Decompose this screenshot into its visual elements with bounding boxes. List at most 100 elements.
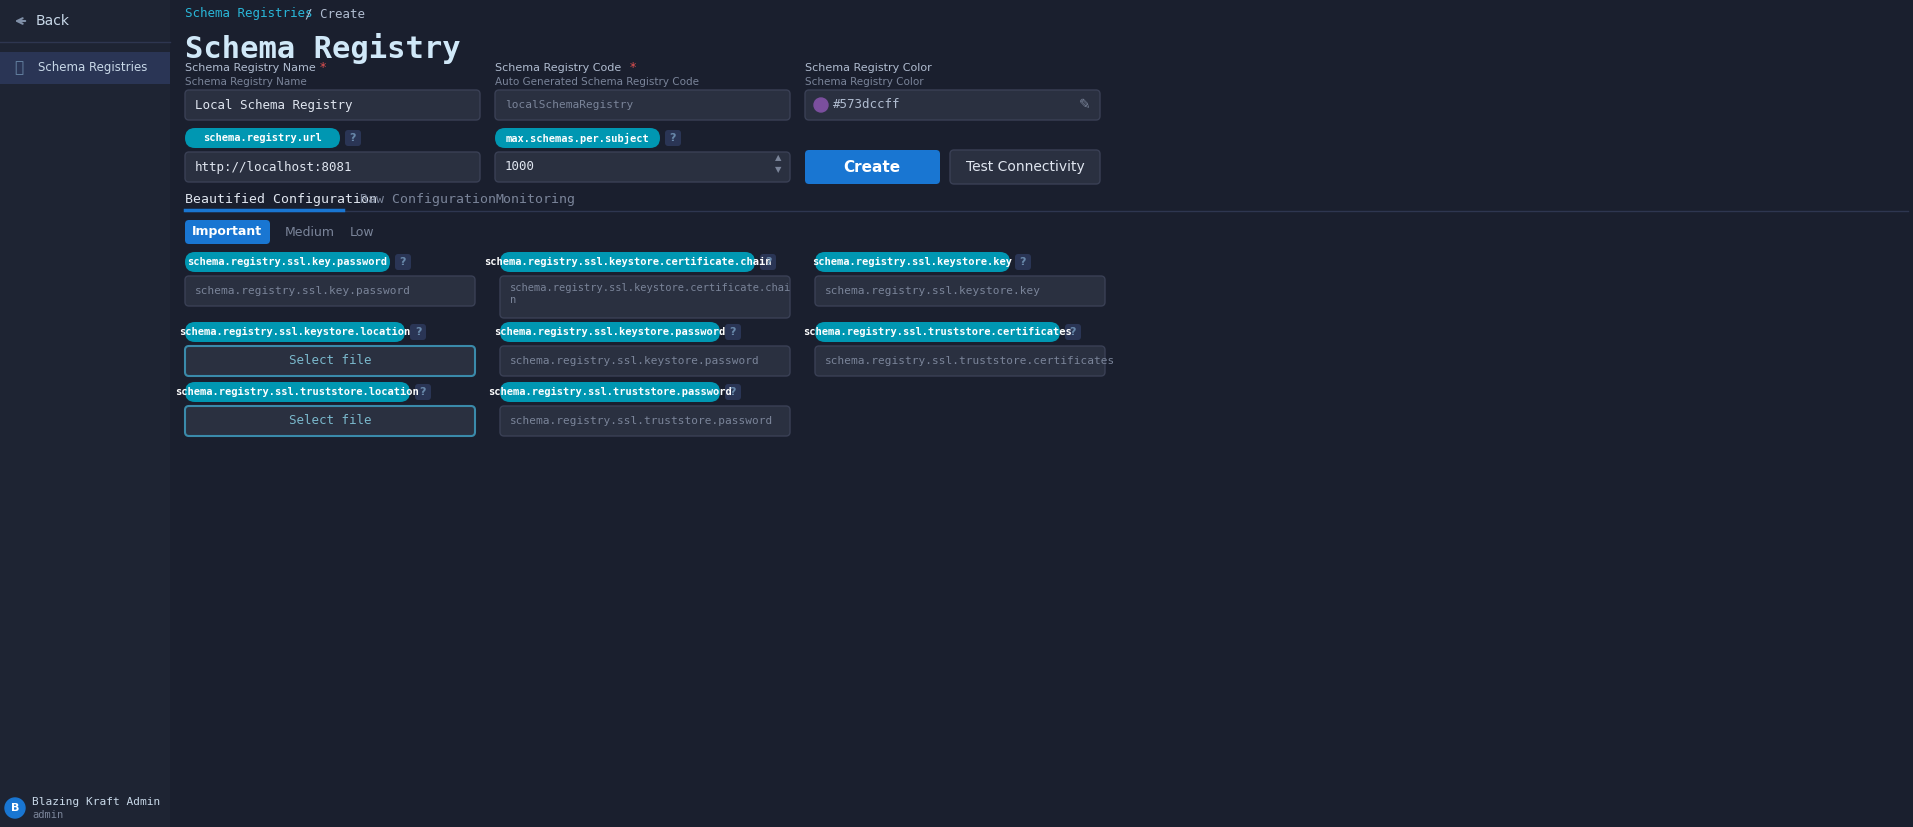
Text: Schema Registry Color: Schema Registry Color — [805, 63, 932, 73]
FancyBboxPatch shape — [1066, 324, 1081, 340]
FancyBboxPatch shape — [499, 322, 719, 342]
Text: Select file: Select file — [289, 355, 371, 367]
Text: ?: ? — [729, 327, 737, 337]
FancyBboxPatch shape — [186, 382, 409, 402]
FancyBboxPatch shape — [186, 252, 390, 272]
FancyBboxPatch shape — [0, 790, 170, 827]
Text: *: * — [319, 61, 327, 74]
FancyBboxPatch shape — [495, 128, 660, 148]
FancyBboxPatch shape — [186, 346, 474, 376]
Text: http://localhost:8081: http://localhost:8081 — [195, 160, 352, 174]
FancyBboxPatch shape — [186, 322, 406, 342]
FancyBboxPatch shape — [0, 52, 170, 84]
Text: ?: ? — [765, 257, 771, 267]
Text: schema.registry.ssl.truststore.certificates: schema.registry.ssl.truststore.certifica… — [825, 356, 1115, 366]
Text: *: * — [629, 61, 637, 74]
Text: Monitoring: Monitoring — [495, 194, 576, 207]
FancyBboxPatch shape — [805, 90, 1100, 120]
FancyBboxPatch shape — [499, 252, 756, 272]
FancyBboxPatch shape — [815, 346, 1106, 376]
Text: #573dccff: #573dccff — [832, 98, 901, 112]
Text: B: B — [11, 803, 19, 813]
FancyBboxPatch shape — [1016, 254, 1031, 270]
Text: Blazing Kraft Admin: Blazing Kraft Admin — [33, 797, 161, 807]
Text: ?: ? — [1020, 257, 1025, 267]
Text: Schema Registry: Schema Registry — [186, 32, 461, 64]
Text: ?: ? — [415, 327, 421, 337]
FancyBboxPatch shape — [0, 0, 170, 827]
Text: schema.registry.ssl.key.password: schema.registry.ssl.key.password — [187, 257, 388, 267]
FancyBboxPatch shape — [499, 276, 790, 318]
Text: ?: ? — [729, 387, 737, 397]
FancyBboxPatch shape — [815, 322, 1060, 342]
Circle shape — [6, 798, 25, 818]
FancyBboxPatch shape — [394, 254, 411, 270]
FancyBboxPatch shape — [815, 276, 1106, 306]
Text: schema.registry.ssl.keystore.password: schema.registry.ssl.keystore.password — [511, 356, 759, 366]
Text: schema.registry.url: schema.registry.url — [203, 133, 321, 143]
FancyBboxPatch shape — [725, 384, 740, 400]
Text: Local Schema Registry: Local Schema Registry — [195, 98, 352, 112]
Text: schema.registry.ssl.keystore.location: schema.registry.ssl.keystore.location — [180, 327, 411, 337]
Text: n: n — [511, 295, 517, 305]
Text: Important: Important — [191, 226, 262, 238]
FancyBboxPatch shape — [759, 254, 777, 270]
Text: ▼: ▼ — [775, 165, 781, 174]
Text: Medium: Medium — [285, 226, 335, 238]
FancyBboxPatch shape — [499, 406, 790, 436]
Text: Auto Generated Schema Registry Code: Auto Generated Schema Registry Code — [495, 77, 698, 87]
Text: Test Connectivity: Test Connectivity — [966, 160, 1085, 174]
Text: Schema Registry Color: Schema Registry Color — [805, 77, 924, 87]
FancyBboxPatch shape — [815, 252, 1010, 272]
FancyBboxPatch shape — [499, 382, 719, 402]
Text: Beautified Configuration: Beautified Configuration — [186, 194, 377, 207]
Text: schema.registry.ssl.keystore.certificate.chain: schema.registry.ssl.keystore.certificate… — [484, 257, 771, 267]
Text: ✎: ✎ — [1079, 98, 1090, 112]
FancyBboxPatch shape — [495, 152, 790, 182]
Text: Select file: Select file — [289, 414, 371, 428]
FancyBboxPatch shape — [186, 220, 270, 244]
FancyBboxPatch shape — [495, 90, 790, 120]
Text: ?: ? — [350, 133, 356, 143]
Text: admin: admin — [33, 810, 63, 820]
FancyBboxPatch shape — [186, 152, 480, 182]
Text: schema.registry.ssl.key.password: schema.registry.ssl.key.password — [195, 286, 411, 296]
Text: ?: ? — [419, 387, 427, 397]
Text: Raw Configuration: Raw Configuration — [360, 194, 495, 207]
Text: max.schemas.per.subject: max.schemas.per.subject — [505, 132, 649, 144]
Text: 1000: 1000 — [505, 160, 536, 174]
FancyBboxPatch shape — [186, 90, 480, 120]
Text: Schema Registry Name: Schema Registry Name — [186, 77, 306, 87]
FancyBboxPatch shape — [409, 324, 427, 340]
Text: schema.registry.ssl.truststore.password: schema.registry.ssl.truststore.password — [511, 416, 773, 426]
Circle shape — [815, 98, 828, 112]
Text: ▲: ▲ — [775, 154, 781, 162]
FancyBboxPatch shape — [805, 150, 939, 184]
Text: Schema Registry Code: Schema Registry Code — [495, 63, 622, 73]
FancyBboxPatch shape — [499, 346, 790, 376]
Text: schema.registry.ssl.keystore.key: schema.registry.ssl.keystore.key — [813, 257, 1012, 267]
FancyBboxPatch shape — [666, 130, 681, 146]
Text: Back: Back — [36, 14, 71, 28]
Text: localSchemaRegistry: localSchemaRegistry — [505, 100, 633, 110]
Text: Create: Create — [844, 160, 901, 174]
Text: schema.registry.ssl.keystore.certificate.chai: schema.registry.ssl.keystore.certificate… — [511, 283, 792, 293]
Text: ?: ? — [670, 133, 677, 143]
Text: schema.registry.ssl.truststore.location: schema.registry.ssl.truststore.location — [176, 387, 419, 397]
Text: schema.registry.ssl.keystore.key: schema.registry.ssl.keystore.key — [825, 286, 1041, 296]
FancyBboxPatch shape — [951, 150, 1100, 184]
Text: Low: Low — [350, 226, 375, 238]
Text: ?: ? — [1069, 327, 1077, 337]
Text: Schema Registries: Schema Registries — [186, 7, 312, 21]
FancyBboxPatch shape — [344, 130, 362, 146]
FancyBboxPatch shape — [186, 406, 474, 436]
FancyBboxPatch shape — [725, 324, 740, 340]
Text: schema.registry.ssl.keystore.password: schema.registry.ssl.keystore.password — [494, 327, 725, 337]
Text: Schema Registries: Schema Registries — [38, 61, 147, 74]
FancyBboxPatch shape — [186, 128, 341, 148]
Text: schema.registry.ssl.truststore.certificates: schema.registry.ssl.truststore.certifica… — [803, 327, 1071, 337]
Text: ?: ? — [400, 257, 406, 267]
Text: / Create: / Create — [304, 7, 365, 21]
Text: schema.registry.ssl.truststore.password: schema.registry.ssl.truststore.password — [488, 387, 733, 397]
FancyBboxPatch shape — [186, 276, 474, 306]
